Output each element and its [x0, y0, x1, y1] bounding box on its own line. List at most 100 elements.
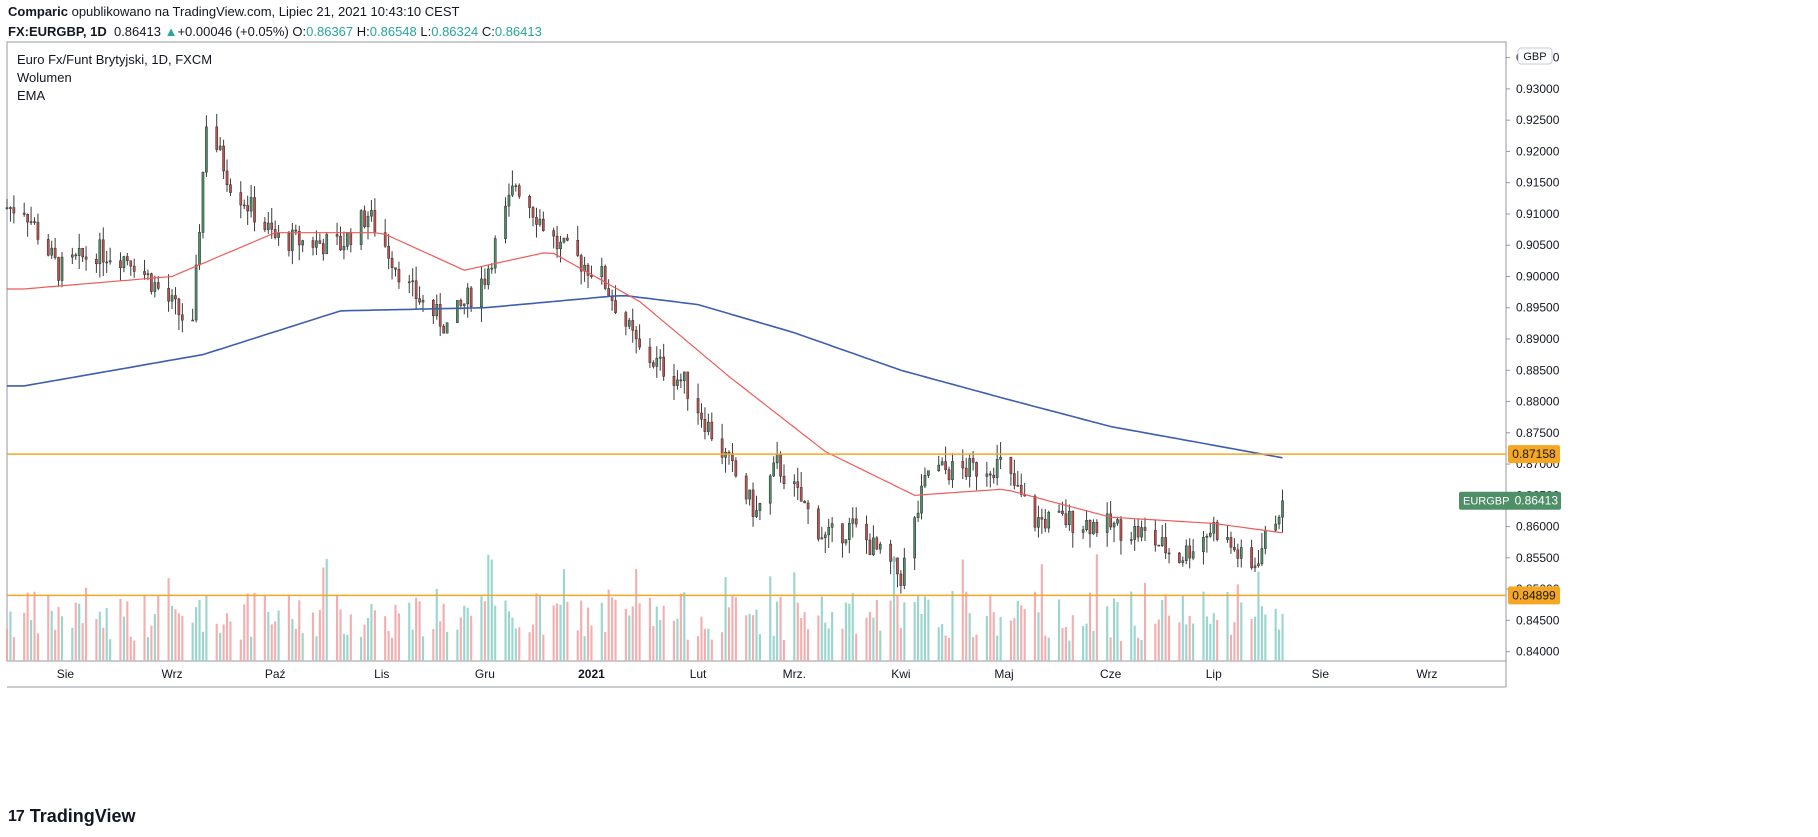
- volume-bar: [81, 623, 84, 661]
- candle-up: [29, 221, 33, 223]
- volume-bar: [246, 593, 249, 661]
- candle-down: [1064, 513, 1068, 526]
- volume-bar: [1116, 602, 1119, 661]
- candle-up: [1037, 517, 1040, 528]
- candle-down: [297, 230, 301, 246]
- volume-bar: [514, 628, 517, 661]
- volume-bar: [33, 591, 36, 661]
- volume-bar: [511, 617, 514, 661]
- y-tick-label: 0.89000: [1516, 332, 1560, 346]
- volume-bar: [892, 556, 896, 661]
- volume-bar: [927, 599, 930, 661]
- candle-down: [672, 376, 676, 386]
- volume-bar: [60, 616, 64, 661]
- volume-bar: [1009, 620, 1012, 661]
- volume-bar: [662, 605, 665, 661]
- candle-up: [848, 522, 851, 540]
- volume-bar: [463, 605, 466, 661]
- level-price-label: 0.84899: [1512, 588, 1556, 602]
- volume-bar: [1260, 606, 1263, 661]
- publish-info: Comparic opublikowano na TradingView.com…: [8, 4, 459, 19]
- candle-down: [535, 216, 538, 225]
- candle-up: [421, 300, 425, 303]
- volume-bar: [105, 607, 108, 661]
- volume-bar: [219, 632, 222, 661]
- candle-up: [775, 454, 779, 464]
- x-tick-label: Mrz.: [783, 667, 806, 681]
- candle-down: [26, 214, 29, 223]
- candle-down: [12, 207, 16, 214]
- x-tick-label: Lis: [374, 667, 389, 681]
- volume-bar: [941, 624, 944, 661]
- candle-down: [964, 467, 968, 477]
- candle-up: [315, 240, 318, 248]
- volume-bar: [727, 607, 731, 661]
- candle-down: [700, 412, 703, 420]
- candle-up: [758, 502, 762, 511]
- candle-up: [342, 246, 346, 251]
- y-tick-label: 0.92500: [1516, 113, 1560, 127]
- candle-down: [335, 234, 339, 237]
- volume-bar: [1064, 626, 1067, 661]
- candle-up: [1226, 537, 1229, 540]
- candle-down: [1167, 552, 1171, 555]
- volume-bar: [435, 588, 438, 661]
- volume-bar: [270, 624, 273, 661]
- x-tick-label: Lut: [690, 667, 707, 681]
- volume-bar: [370, 604, 373, 661]
- candle-up: [445, 322, 449, 334]
- volume-bar: [1209, 623, 1212, 661]
- y-tick-label: 0.88500: [1516, 363, 1560, 377]
- volume-bar: [531, 624, 535, 661]
- volume-bar: [5, 628, 9, 661]
- volume-bar: [590, 625, 593, 661]
- volume-bar: [50, 610, 53, 661]
- symbol-label[interactable]: FX:EURGBP, 1D: [8, 24, 107, 39]
- volume-bar: [855, 633, 858, 661]
- candle-down: [246, 205, 249, 212]
- volume-bar: [748, 613, 751, 661]
- candle-up: [940, 461, 944, 466]
- volume-bar: [418, 601, 421, 661]
- close-label: C:: [481, 24, 495, 39]
- volume-bar: [1157, 619, 1160, 661]
- volume-bar: [126, 601, 129, 661]
- legend-volume: Wolumen: [17, 70, 72, 85]
- y-tick-label: 0.92000: [1516, 144, 1560, 158]
- volume-bar: [1137, 637, 1140, 661]
- legend-ema: EMA: [17, 88, 46, 103]
- volume-bar: [985, 616, 988, 661]
- candle-down: [129, 260, 133, 267]
- volume-bar: [150, 625, 153, 661]
- volume-bar: [490, 559, 493, 661]
- y-tick-label: 0.91500: [1516, 176, 1560, 190]
- volume-bar: [1047, 637, 1050, 661]
- candle-up: [346, 231, 349, 247]
- volume-bar: [992, 612, 995, 661]
- candle-up: [1184, 545, 1188, 561]
- volume-bar: [322, 567, 325, 661]
- volume-bar: [868, 611, 872, 661]
- volume-bar: [102, 627, 105, 661]
- candle-up: [658, 356, 662, 359]
- volume-bar: [576, 630, 579, 661]
- volume-bar: [607, 589, 610, 661]
- volume-bar: [157, 596, 160, 661]
- brand[interactable]: 17 TradingView: [8, 806, 136, 827]
- volume-bar: [23, 612, 26, 661]
- candle-down: [971, 458, 975, 463]
- y-tick-label: 0.86000: [1516, 520, 1560, 534]
- volume-bar: [1154, 623, 1157, 661]
- candle-up: [827, 527, 831, 536]
- candle-down: [222, 145, 225, 172]
- ema-slow-line: [7, 294, 1283, 459]
- volume-bar: [325, 558, 328, 661]
- volume-bar: [360, 636, 363, 661]
- volume-bar: [566, 601, 569, 661]
- candle-down: [648, 346, 652, 363]
- volume-bar: [229, 621, 232, 661]
- volume-bar: [1095, 554, 1098, 661]
- candle-up: [301, 240, 304, 246]
- candle-up: [627, 320, 631, 327]
